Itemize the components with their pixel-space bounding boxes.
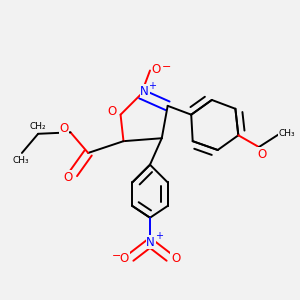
Text: O: O	[152, 62, 161, 76]
Text: O: O	[108, 105, 117, 118]
Text: CH₃: CH₃	[279, 129, 295, 138]
Text: O: O	[171, 252, 180, 265]
Text: +: +	[148, 81, 156, 91]
Text: −: −	[161, 62, 171, 72]
Text: O: O	[63, 171, 72, 184]
Text: CH₃: CH₃	[12, 156, 29, 165]
Text: −: −	[112, 251, 122, 261]
Text: O: O	[257, 148, 266, 161]
Text: CH₂: CH₂	[30, 122, 46, 131]
Text: +: +	[155, 231, 163, 241]
Text: O: O	[59, 122, 69, 135]
Text: N: N	[146, 236, 155, 249]
Text: O: O	[120, 252, 129, 265]
Text: N: N	[140, 85, 149, 98]
